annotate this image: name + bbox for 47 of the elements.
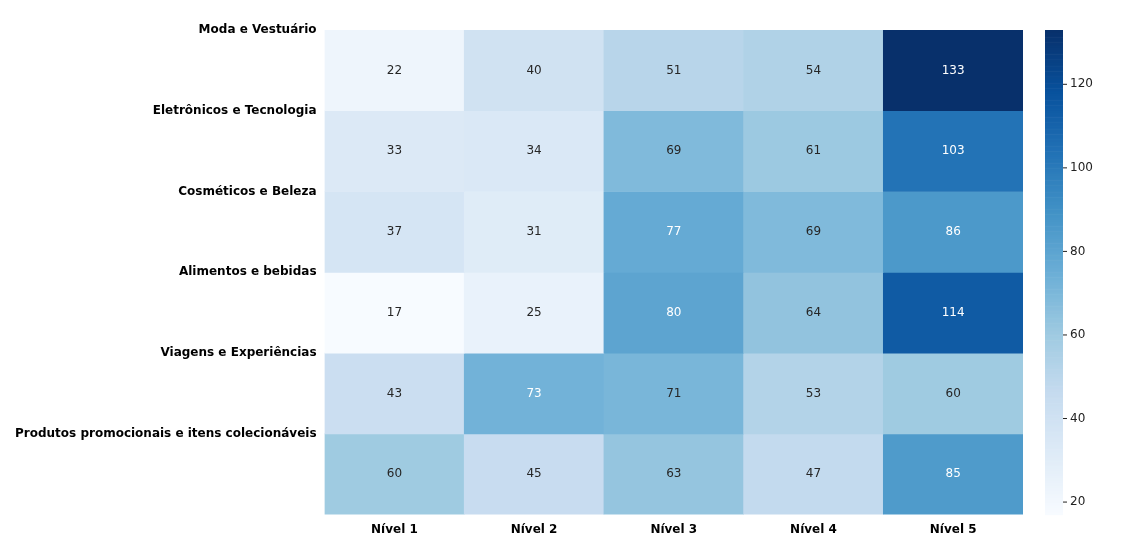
color-bar-label: 100 bbox=[1070, 159, 1093, 174]
data-label: 51 bbox=[666, 62, 682, 77]
y-tick-label: Eletrônicos e Tecnologia bbox=[152, 102, 317, 117]
data-label: 114 bbox=[941, 304, 965, 319]
data-label: 85 bbox=[945, 466, 961, 481]
data-label: 80 bbox=[666, 304, 682, 319]
data-label: 31 bbox=[526, 224, 542, 239]
color-bar-label: 120 bbox=[1070, 76, 1093, 91]
y-tick-label: Viagens e Experiências bbox=[160, 345, 317, 360]
x-tick-label: Nível 3 bbox=[650, 521, 698, 536]
x-tick-label: Nível 1 bbox=[371, 521, 418, 536]
x-tick-label: Nível 2 bbox=[510, 521, 558, 536]
data-label: 54 bbox=[805, 62, 822, 77]
x-tick-label: Nível 4 bbox=[790, 521, 837, 536]
data-label: 37 bbox=[386, 224, 403, 239]
data-label: 53 bbox=[805, 385, 822, 400]
y-tick-label: Moda e Vestuário bbox=[198, 22, 317, 37]
data-label: 22 bbox=[386, 62, 403, 77]
data-label: 77 bbox=[666, 224, 682, 239]
data-label: 17 bbox=[386, 304, 403, 319]
data-label: 133 bbox=[941, 62, 965, 77]
data-label: 69 bbox=[666, 143, 682, 158]
data-label: 69 bbox=[805, 224, 822, 239]
color-bar-label: 40 bbox=[1070, 410, 1086, 425]
y-tick-label: Produtos promocionais e itens colecionáveis bbox=[14, 425, 317, 440]
data-label: 63 bbox=[666, 466, 682, 481]
data-label: 33 bbox=[386, 143, 403, 158]
data-label: 73 bbox=[526, 385, 542, 400]
data-label: 71 bbox=[666, 385, 682, 400]
color-bar-label: 80 bbox=[1070, 243, 1086, 258]
data-label: 86 bbox=[945, 224, 961, 239]
data-label: 47 bbox=[805, 466, 822, 481]
y-tick-label: Cosméticos e Beleza bbox=[178, 183, 317, 198]
y-tick-label: Alimentos e bebidas bbox=[178, 264, 317, 279]
data-label: 34 bbox=[526, 143, 542, 158]
color-bar-label: 60 bbox=[1070, 327, 1086, 342]
data-label: 64 bbox=[805, 304, 822, 319]
color-bar-label: 20 bbox=[1070, 494, 1086, 509]
data-label: 40 bbox=[526, 62, 542, 77]
data-label: 43 bbox=[386, 385, 403, 400]
data-label: 25 bbox=[526, 304, 542, 319]
x-tick-label: Nível 5 bbox=[929, 521, 977, 536]
data-label: 61 bbox=[805, 143, 822, 158]
data-label: 45 bbox=[526, 466, 542, 481]
data-label: 103 bbox=[941, 143, 965, 158]
data-label: 60 bbox=[386, 466, 403, 481]
data-label: 60 bbox=[945, 385, 961, 400]
